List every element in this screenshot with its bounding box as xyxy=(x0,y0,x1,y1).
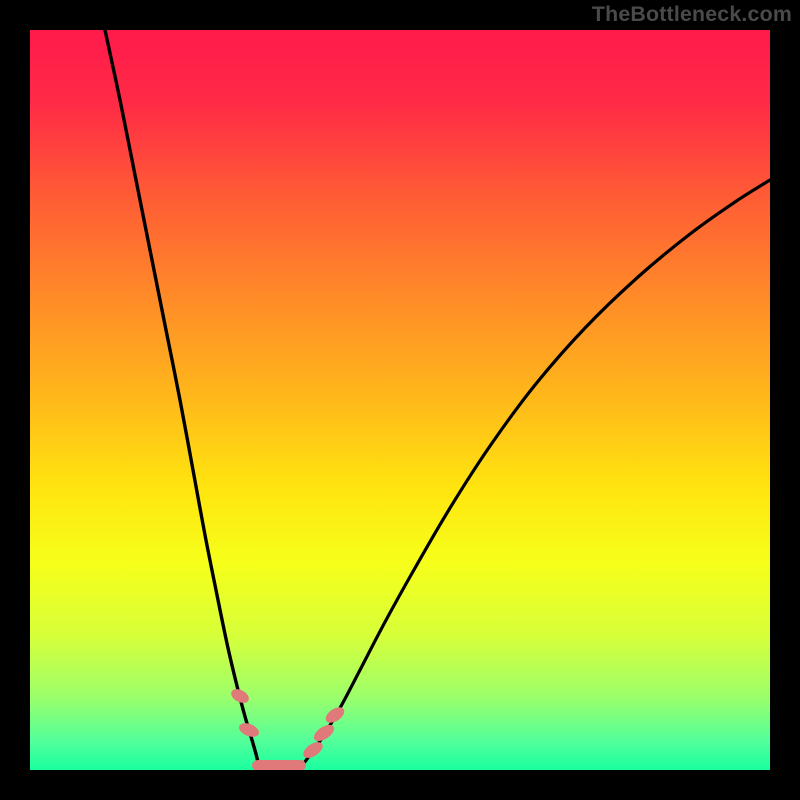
marker-bottom-bar xyxy=(252,760,306,770)
curve-left xyxy=(105,30,262,769)
curve-layer xyxy=(30,30,770,770)
marker-right-1 xyxy=(311,722,337,745)
curve-right xyxy=(298,180,770,769)
marker-right-0 xyxy=(301,739,326,761)
marker-left-1 xyxy=(237,721,261,740)
watermark-text: TheBottleneck.com xyxy=(592,2,792,27)
chart-root: TheBottleneck.com xyxy=(0,0,800,800)
plot-area xyxy=(30,30,770,770)
marker-right-2 xyxy=(323,704,347,726)
